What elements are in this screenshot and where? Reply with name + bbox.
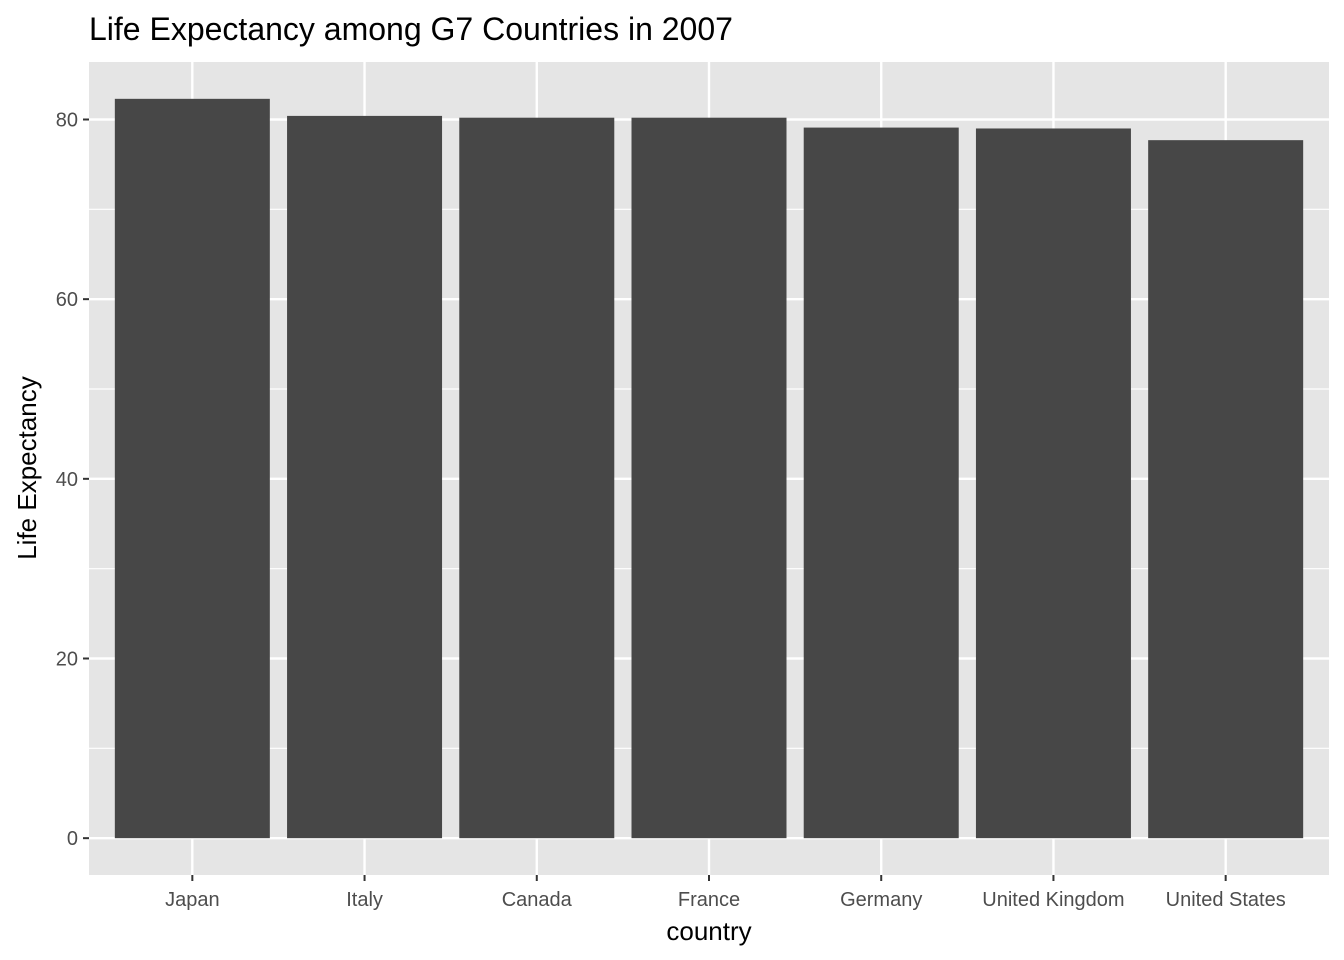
- bar-canada: [459, 117, 615, 839]
- chart-title: Life Expectancy among G7 Countries in 20…: [89, 11, 733, 47]
- x-tick-label: United States: [1166, 889, 1286, 911]
- x-tick-label: France: [678, 889, 740, 911]
- y-tick-label: 40: [56, 469, 78, 491]
- y-axis-title: Life Expectancy: [12, 376, 42, 560]
- x-axis: Japan Italy Canada France Germany United King…: [165, 875, 1286, 911]
- x-tick-label: Italy: [346, 889, 383, 911]
- y-tick-label: 80: [56, 109, 78, 131]
- bar-united-states: [1148, 140, 1304, 839]
- bars: [114, 98, 1304, 839]
- bar-france: [631, 117, 787, 839]
- x-tick-label: Germany: [840, 889, 922, 911]
- bar-germany: [803, 127, 959, 839]
- y-tick-label: 60: [56, 289, 78, 311]
- x-tick-label: Canada: [502, 889, 573, 911]
- x-tick-label: Japan: [165, 889, 220, 911]
- bar-italy: [287, 115, 443, 839]
- y-tick-label: 0: [67, 828, 78, 850]
- x-axis-title: country: [666, 916, 751, 946]
- x-tick-label: United Kingdom: [982, 889, 1124, 911]
- y-axis: 0 20 40 60 80: [56, 109, 89, 850]
- bar-united-kingdom: [975, 128, 1131, 839]
- bar-japan: [114, 98, 270, 839]
- y-tick-label: 20: [56, 648, 78, 670]
